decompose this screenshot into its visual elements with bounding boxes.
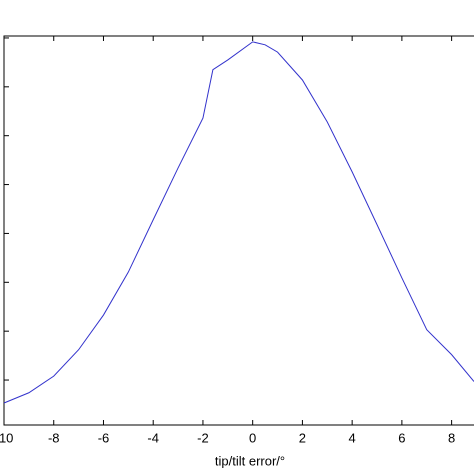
x-tick-label: 2 xyxy=(299,430,306,445)
x-tick-label: 0 xyxy=(249,430,256,445)
x-tick-label: -8 xyxy=(48,430,60,445)
x-tick-label: -6 xyxy=(98,430,110,445)
x-tick-label: -4 xyxy=(147,430,159,445)
axes-box xyxy=(3,35,474,426)
x-tick-label: 6 xyxy=(398,430,405,445)
data-line xyxy=(3,41,474,404)
x-tick-label: -10 xyxy=(0,430,13,445)
x-tick-label: 4 xyxy=(349,430,356,445)
x-tick-label: -2 xyxy=(197,430,209,445)
x-axis-label: tip/tilt error/° xyxy=(215,453,285,468)
x-tick-label: 8 xyxy=(448,430,455,445)
